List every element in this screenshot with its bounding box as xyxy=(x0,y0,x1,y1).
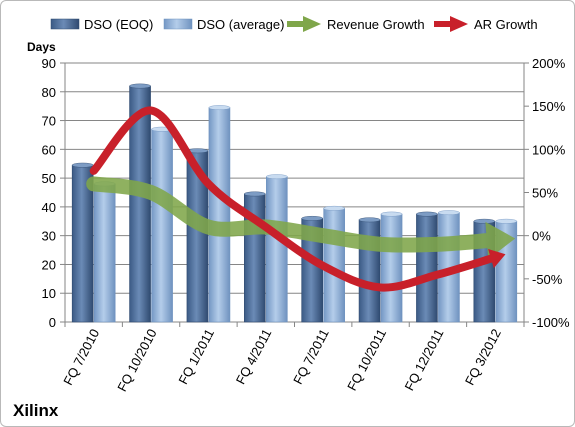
bar-top xyxy=(358,217,381,223)
x-tick-label: FQ 3/2012 xyxy=(462,326,504,387)
x-tick-label: FQ 7/2010 xyxy=(60,326,102,387)
brand-label: Xilinx xyxy=(13,401,59,420)
legend-item-revenue-growth[interactable]: Revenue Growth xyxy=(287,16,425,32)
bar-body xyxy=(416,213,438,323)
y2-tick-label: 50% xyxy=(532,186,558,201)
bar-dso-eoq xyxy=(416,211,438,323)
y2-tick-label: -50% xyxy=(532,272,563,287)
y-tick-label: 60 xyxy=(42,142,56,157)
y-tick-label: 90 xyxy=(42,56,56,71)
y2-tick-label: 200% xyxy=(532,56,566,71)
bar-top xyxy=(323,205,345,211)
bar-body xyxy=(266,176,288,323)
legend-item-dso-average[interactable]: DSO (average) xyxy=(163,17,284,32)
x-tick-label: FQ 10/2010 xyxy=(114,326,159,394)
ar-growth-series-arrowhead xyxy=(488,249,506,269)
bar-dso-average xyxy=(93,181,116,323)
legend-swatch-dso-eoq xyxy=(50,18,80,30)
ar-growth-series-line xyxy=(89,106,497,292)
bar-dso-eoq xyxy=(129,83,151,323)
bar-top xyxy=(438,210,460,216)
y-tick-label: 20 xyxy=(42,257,56,272)
legend-swatch-dso-average xyxy=(163,18,193,30)
revenue-growth-series-line xyxy=(86,176,497,253)
x-tick-label: FQ 1/2011 xyxy=(175,326,217,386)
y-tick-label: 70 xyxy=(42,114,56,129)
y2-tick-label: -100% xyxy=(532,315,570,330)
bar-top xyxy=(495,218,518,224)
bar-dso-average xyxy=(151,126,173,323)
x-tick-label: FQ 7/2011 xyxy=(290,326,332,386)
legend-arrowhead-ar-growth xyxy=(450,16,468,32)
bar-dso-eoq xyxy=(71,162,94,323)
y-tick-label: 10 xyxy=(42,286,56,301)
bar-body xyxy=(380,213,403,323)
y-tick-label: 0 xyxy=(49,315,56,330)
bar-dso-eoq xyxy=(186,148,209,323)
legend-label-dso-eoq: DSO (EOQ) xyxy=(84,17,153,32)
y-tick-label: 50 xyxy=(42,171,56,186)
bar-top xyxy=(473,218,496,224)
y-tick-label: 30 xyxy=(42,229,56,244)
ar-growth-series xyxy=(89,106,506,292)
x-tick-label: FQ 10/2011 xyxy=(344,326,389,393)
bar-top xyxy=(71,162,94,168)
x-tick-label: FQ 4/2011 xyxy=(233,326,275,386)
bar-top xyxy=(301,215,323,221)
bar-top xyxy=(244,191,266,197)
bar-body xyxy=(208,107,231,323)
legend-label-revenue-growth: Revenue Growth xyxy=(327,17,425,32)
bar-dso-average xyxy=(208,105,231,323)
bar-dso-average xyxy=(380,211,403,323)
legend-label-ar-growth: AR Growth xyxy=(474,17,538,32)
bar-top xyxy=(129,83,151,89)
bar-dso-average xyxy=(266,174,288,323)
y2-tick-label: 100% xyxy=(532,142,566,157)
x-tick-label: FQ 12/2011 xyxy=(402,326,447,393)
bar-top xyxy=(266,174,288,180)
y2-tick-label: 0% xyxy=(532,229,551,244)
revenue-growth-series xyxy=(86,176,516,260)
bar-top xyxy=(208,105,231,111)
y-axis-title: Days xyxy=(27,40,56,54)
legend-item-ar-growth[interactable]: AR Growth xyxy=(434,16,538,32)
bar-dso-eoq xyxy=(358,217,381,323)
plot-area: 0 10 20 30 40 50 60 70 80 90 -100% -50% 0% 50% 100% 150… xyxy=(42,56,570,394)
bar-top xyxy=(380,211,403,217)
bar-top xyxy=(416,211,438,217)
revenue-growth-series-arrowhead xyxy=(485,221,516,260)
y-tick-label: 80 xyxy=(42,85,56,100)
legend-item-dso-eoq[interactable]: DSO (EOQ) xyxy=(50,17,153,32)
bar-dso-eoq xyxy=(301,215,323,323)
legend-label-dso-average: DSO (average) xyxy=(197,17,284,32)
legend: DSO (EOQ) DSO (average) Revenue Growth A… xyxy=(50,16,538,32)
bar-body xyxy=(93,183,116,323)
y-tick-label: 40 xyxy=(42,200,56,215)
y2-tick-label: 150% xyxy=(532,99,566,114)
legend-arrowhead-revenue-growth xyxy=(303,16,321,32)
bar-body xyxy=(151,128,173,323)
